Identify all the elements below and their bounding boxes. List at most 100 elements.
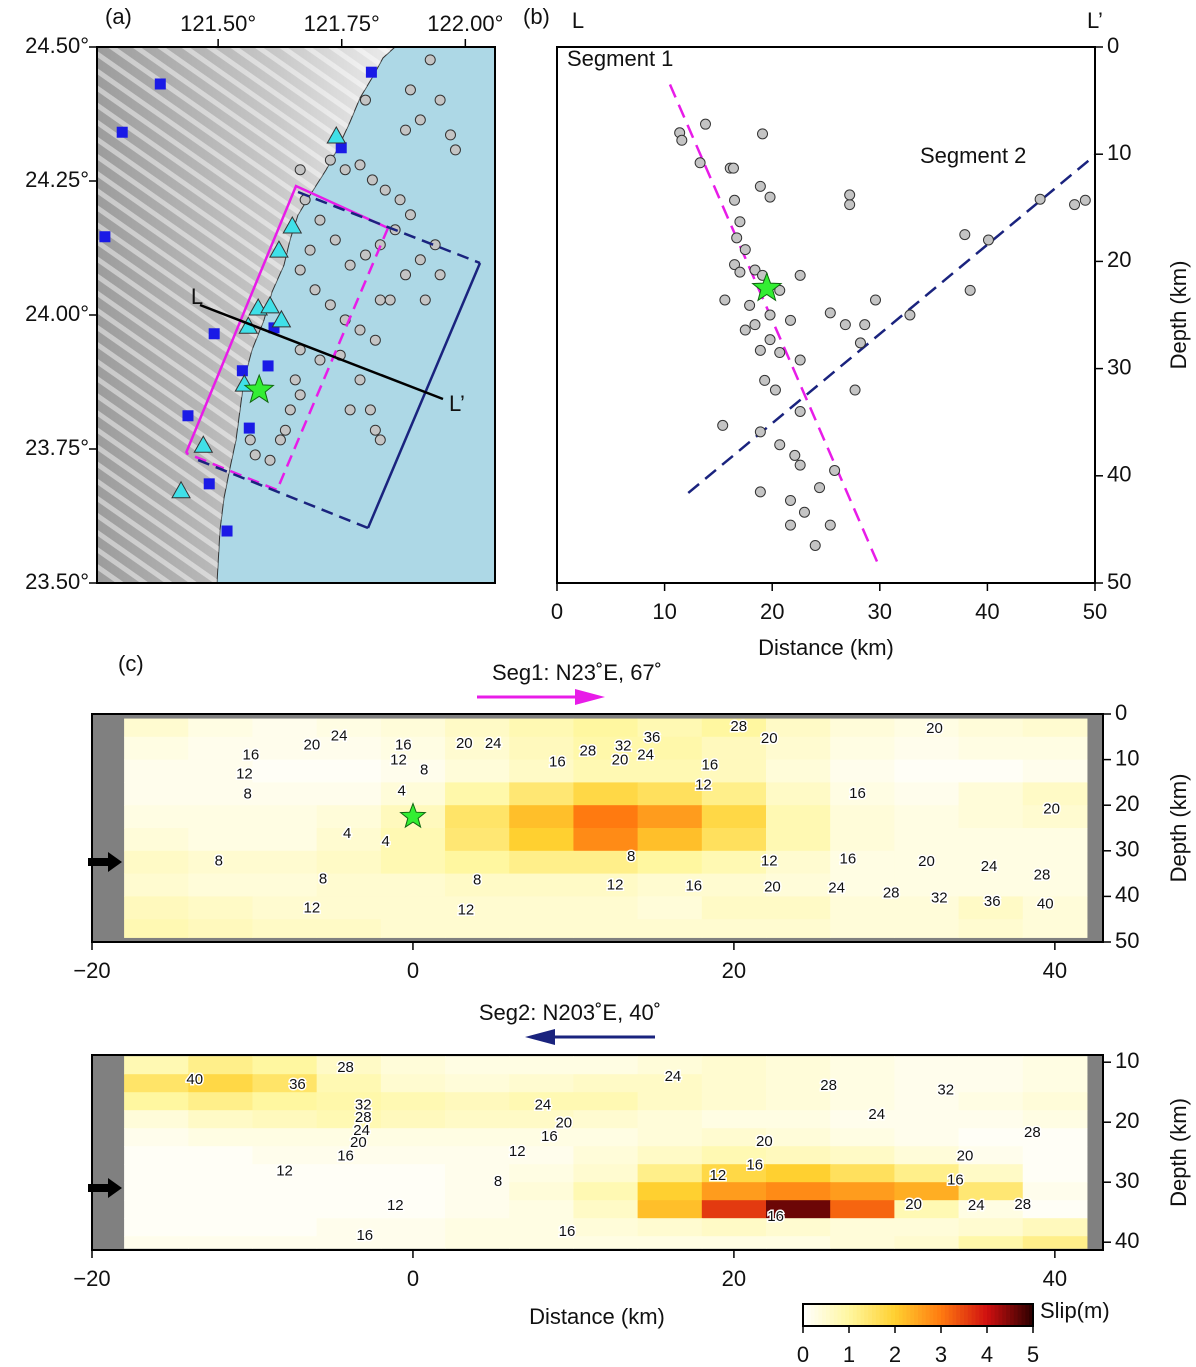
slip-cell: [638, 1182, 703, 1201]
event: [795, 355, 805, 365]
slip-cell: [573, 919, 638, 938]
slip-cell: [381, 1074, 446, 1093]
slip-cell: [445, 919, 510, 938]
slip-cell: [573, 1056, 638, 1075]
slip-cell: [509, 719, 574, 738]
colorbar-swatch: [999, 1304, 1003, 1326]
event: [775, 440, 785, 450]
contour-label: 8: [215, 852, 223, 869]
slip-cell: [509, 782, 574, 805]
slip-cell: [638, 1110, 703, 1129]
slip-cell: [766, 828, 831, 851]
slip-cell: [188, 1146, 253, 1165]
y-tick-label: 24.50°: [25, 33, 89, 58]
event: [385, 295, 395, 305]
slip-cell: [959, 828, 1024, 851]
event: [1070, 200, 1080, 210]
contour-label: 12: [276, 1162, 293, 1179]
event: [295, 390, 305, 400]
y-tick-label: 30: [1115, 837, 1139, 862]
slip-cell: [959, 1074, 1024, 1093]
slip-cell: [894, 760, 959, 783]
slip-cell: [188, 1236, 253, 1249]
event: [360, 250, 370, 260]
contour-label: 32: [931, 890, 948, 907]
colorbar-swatch: [841, 1304, 845, 1326]
slip-cell: [702, 1110, 767, 1129]
station: [336, 142, 347, 153]
contour-label: 20: [926, 720, 943, 737]
slip-cell: [573, 1236, 638, 1249]
slip-cell: [830, 919, 895, 938]
slip-cell: [124, 828, 189, 851]
slip-cell: [381, 851, 446, 874]
slip-cell: [381, 719, 446, 738]
slip-cell: [766, 782, 831, 805]
slip-cell: [124, 1074, 189, 1093]
event: [965, 285, 975, 295]
slip-cell: [124, 1056, 189, 1075]
slip-cell: [188, 1164, 253, 1183]
slip-cell: [702, 1074, 767, 1093]
direction-arrowhead: [575, 689, 605, 705]
slip-cell: [830, 805, 895, 828]
event: [795, 270, 805, 280]
y-tick-label: 10: [1107, 140, 1131, 165]
colorbar-swatch: [945, 1304, 949, 1326]
slip-cell: [381, 1128, 446, 1147]
contour-label: 12: [390, 751, 407, 768]
contour-label: 40: [1037, 896, 1054, 913]
colorbar-swatch: [1014, 1304, 1018, 1326]
slip-cell: [317, 760, 382, 783]
slip-cell: [509, 1182, 574, 1201]
contour-label: 20: [1043, 801, 1060, 818]
slip-cell: [252, 805, 317, 828]
slip-cell: [188, 919, 253, 938]
colorbar-swatch: [987, 1304, 991, 1326]
contour-label: 8: [319, 870, 327, 887]
event: [840, 320, 850, 330]
slip-cell: [252, 1218, 317, 1237]
slip-cell: [252, 919, 317, 938]
event: [370, 335, 380, 345]
colorbar-swatch: [964, 1304, 968, 1326]
slip-cell: [445, 1074, 510, 1093]
x-tick-label: 50: [1083, 599, 1107, 624]
contour-label: 20: [764, 879, 781, 896]
event: [755, 181, 765, 191]
station: [155, 78, 166, 89]
panel-label: (b): [523, 4, 550, 29]
panel-label: (c): [118, 651, 144, 676]
contour-label: 24: [535, 1096, 552, 1113]
event: [330, 235, 340, 245]
slip-cell: [638, 782, 703, 805]
contour-label: 12: [607, 876, 624, 893]
contour-label: 28: [730, 718, 747, 735]
slip-cell: [894, 896, 959, 919]
slip-cell: [317, 1128, 382, 1147]
colorbar-swatch: [857, 1304, 861, 1326]
contour-label: 24: [968, 1197, 985, 1214]
event: [345, 260, 355, 270]
station: [204, 478, 215, 489]
slip-cell: [124, 1182, 189, 1201]
segment-title: Seg1: N23˚E, 67˚: [492, 660, 662, 685]
contour-label: 20: [905, 1196, 922, 1213]
colorbar-swatch: [818, 1304, 822, 1326]
event: [375, 295, 385, 305]
slip-cell: [445, 1128, 510, 1147]
slip-cell: [1023, 719, 1088, 738]
y-axis-title: Depth (km): [1166, 261, 1191, 370]
event: [305, 245, 315, 255]
slip-cell: [959, 919, 1024, 938]
event: [755, 487, 765, 497]
slip-cell: [573, 1218, 638, 1237]
colorbar-swatch: [884, 1304, 888, 1326]
slip-cell: [124, 1218, 189, 1237]
y-tick-label: 0: [1115, 700, 1127, 725]
contour-label: 32: [937, 1081, 954, 1098]
slip-cell: [959, 760, 1024, 783]
colorbar-swatch: [861, 1304, 865, 1326]
x-tick-label: 20: [722, 958, 746, 983]
event: [728, 163, 738, 173]
